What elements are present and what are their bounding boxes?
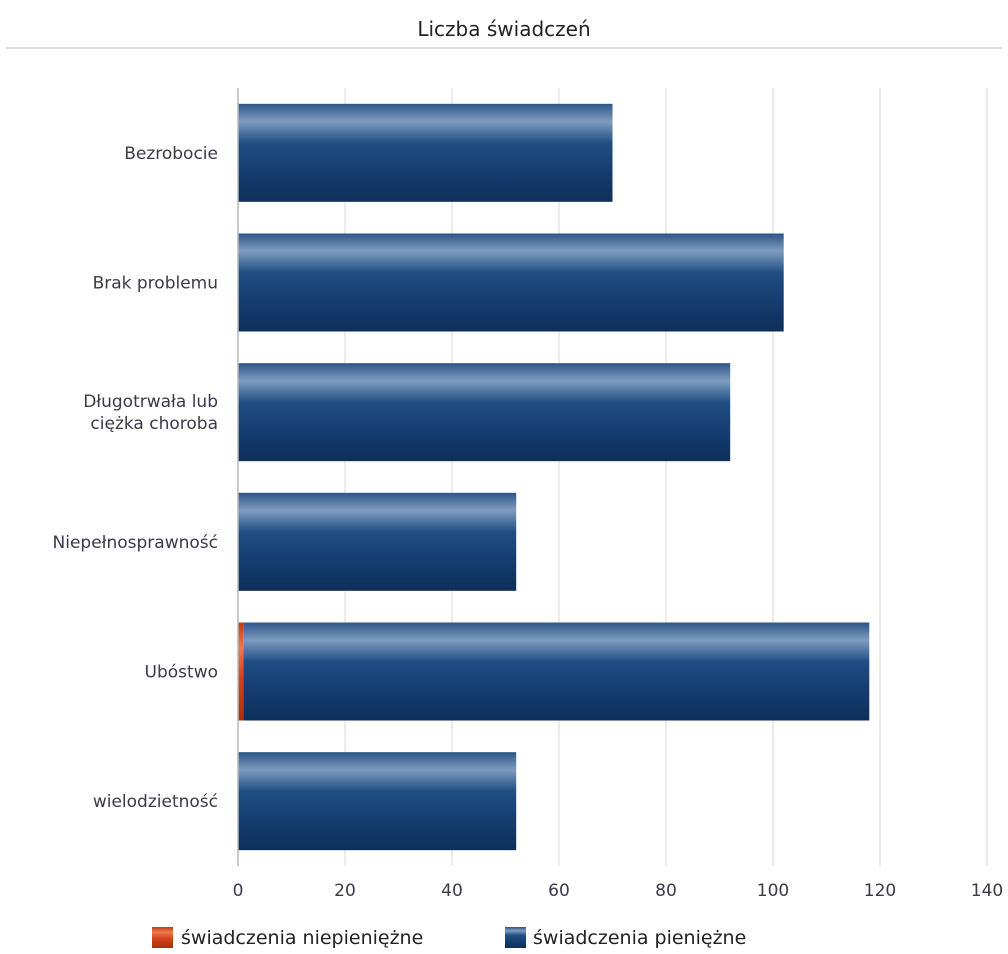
bar-series1-cat1 (238, 233, 784, 332)
legend: świadczenia niepieniężne świadczenia pie… (152, 927, 746, 949)
legend-swatch-pieniezne (505, 927, 526, 948)
bar-series1-cat3 (238, 492, 517, 591)
x-tick-label-40: 40 (441, 881, 463, 901)
chart-title: Liczba świadczeń (417, 17, 590, 41)
bar-series0-cat4 (238, 622, 244, 721)
grid-lines (344, 88, 988, 866)
bar-series1-cat4 (243, 622, 870, 721)
category-label-2-1: ciężka choroba (90, 414, 218, 434)
legend-label-niepieniezne: świadczenia niepieniężne (181, 927, 423, 949)
x-tick-label-120: 120 (864, 881, 896, 901)
x-tick-label-80: 80 (655, 881, 677, 901)
bar-series1-cat0 (238, 103, 613, 202)
category-label-0-0: Bezrobocie (124, 144, 218, 164)
x-tick-label-0: 0 (233, 881, 244, 901)
x-tick-label-20: 20 (334, 881, 356, 901)
x-axis-tick-labels: 0 20 40 60 80 100 120 140 (233, 881, 1004, 901)
x-tick-label-60: 60 (548, 881, 570, 901)
bars (238, 103, 870, 851)
legend-label-pieniezne: świadczenia pieniężne (533, 927, 746, 949)
category-label-4-0: Ubóstwo (145, 663, 218, 683)
category-label-2-0: Długotrwała lub (83, 392, 218, 412)
category-label-5-0: wielodzietność (93, 792, 218, 812)
legend-swatch-niepieniezne (152, 927, 173, 948)
category-label-3-0: Niepełnosprawność (53, 533, 219, 553)
category-labels: Bezrobocie Brak problemu Długotrwała lubci… (53, 144, 219, 812)
x-tick-label-100: 100 (757, 881, 789, 901)
bar-series1-cat2 (238, 363, 731, 462)
bar-series1-cat5 (238, 752, 517, 851)
x-tick-label-140: 140 (971, 881, 1003, 901)
category-label-1-0: Brak problemu (93, 274, 218, 294)
